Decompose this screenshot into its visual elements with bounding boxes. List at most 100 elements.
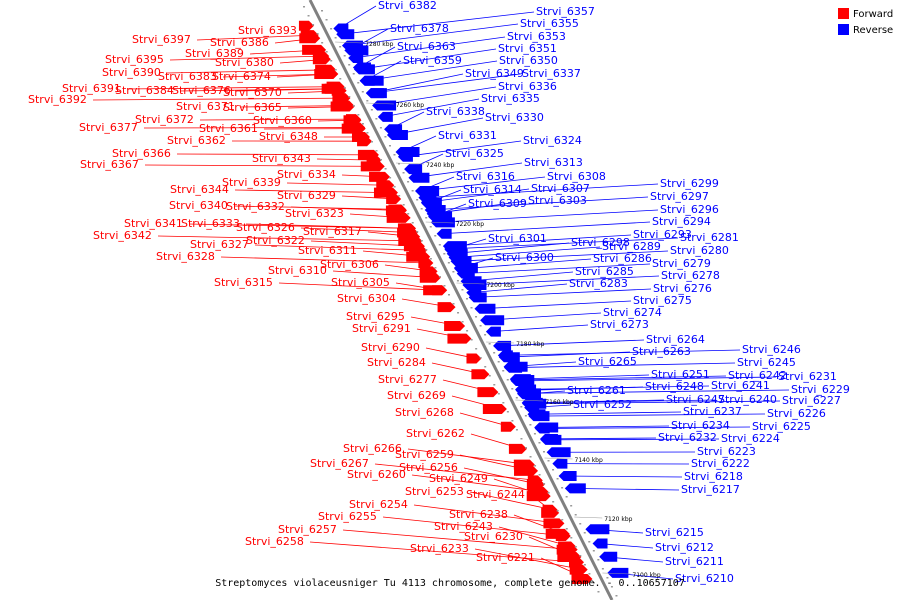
leader-line bbox=[569, 487, 680, 491]
scale-tick-label: 7200 kbp bbox=[486, 282, 514, 289]
reverse-gene-label: Strvi_6303 bbox=[528, 194, 587, 207]
reverse-gene-label: Strvi_6276 bbox=[653, 282, 712, 295]
leader-line bbox=[420, 176, 546, 192]
forward-gene-marker bbox=[419, 272, 441, 283]
leader-line bbox=[514, 374, 650, 380]
leader-line bbox=[144, 164, 380, 167]
leader-line bbox=[527, 400, 781, 405]
reverse-gene-marker bbox=[377, 111, 393, 122]
axis-dot bbox=[592, 582, 595, 584]
reverse-gene-label: Strvi_6335 bbox=[481, 92, 540, 105]
reverse-gene-label: Strvi_6226 bbox=[767, 407, 826, 420]
forward-gene-label: Strvi_6258 bbox=[245, 535, 304, 548]
axis-dot bbox=[570, 537, 573, 539]
axis-dot bbox=[479, 325, 482, 327]
reverse-gene-label: Strvi_6285 bbox=[575, 265, 634, 278]
reverse-gene-marker bbox=[365, 88, 387, 99]
axis-dot bbox=[533, 433, 536, 435]
forward-gene-label: Strvi_6397 bbox=[132, 33, 191, 46]
leader-line bbox=[539, 426, 751, 429]
axis-dot bbox=[334, 69, 337, 71]
forward-gene-label: Strvi_6348 bbox=[259, 130, 318, 143]
gene-features bbox=[298, 20, 629, 585]
leader-line bbox=[509, 362, 736, 369]
scale-tick-line bbox=[425, 221, 454, 224]
leader-line bbox=[353, 36, 506, 59]
forward-gene-label: Strvi_6221 bbox=[476, 551, 535, 564]
axis-dot bbox=[597, 591, 600, 593]
forward-gene-label: Strvi_6341 bbox=[124, 217, 183, 230]
axis-dot bbox=[343, 87, 346, 89]
forward-gene-label: Strvi_6254 bbox=[349, 498, 408, 511]
axis-dot bbox=[484, 366, 487, 368]
reverse-gene-label: Strvi_6355 bbox=[520, 17, 579, 30]
scale-tick-label: 7260 kbp bbox=[396, 102, 424, 109]
axis-dot bbox=[379, 127, 382, 129]
forward-gene-label: Strvi_6317 bbox=[303, 225, 362, 238]
forward-gene-label: Strvi_6259 bbox=[395, 448, 454, 461]
axis-dot bbox=[330, 60, 333, 62]
forward-gene-marker bbox=[526, 491, 551, 502]
reverse-gene-label: Strvi_6324 bbox=[523, 134, 582, 147]
axis-dot bbox=[588, 573, 591, 575]
axis-dot bbox=[515, 397, 518, 399]
scale-ticks: 7280 kbp 7260 kbp 7240 kbp 7220 kbp 7200 kbp… bbox=[303, 6, 661, 597]
leader-line bbox=[459, 258, 592, 270]
axis-dot bbox=[339, 46, 342, 48]
forward-gene-label: Strvi_6366 bbox=[112, 147, 171, 160]
reverse-gene-marker bbox=[592, 538, 608, 549]
leader-line bbox=[515, 376, 777, 382]
forward-gene-marker bbox=[447, 333, 472, 344]
leader-line bbox=[290, 206, 402, 211]
forward-gene-label: Strvi_6295 bbox=[346, 310, 405, 323]
scale-tick-line bbox=[602, 572, 631, 575]
axis-dot bbox=[361, 91, 364, 93]
axis-dot bbox=[502, 402, 505, 404]
axis-dot bbox=[420, 240, 423, 242]
axis-dot bbox=[429, 258, 432, 260]
reverse-gene-label: Strvi_6280 bbox=[670, 244, 729, 257]
axis-dot bbox=[402, 172, 405, 174]
leader-line bbox=[245, 223, 411, 229]
leader-line bbox=[377, 86, 497, 106]
axis-dot bbox=[416, 199, 419, 201]
leader-line bbox=[441, 221, 651, 235]
axis-dot bbox=[361, 123, 364, 125]
axis-dot bbox=[524, 415, 527, 417]
axis-dot bbox=[325, 51, 328, 53]
reverse-gene-label: Strvi_6308 bbox=[547, 170, 606, 183]
reverse-gene-marker bbox=[336, 29, 355, 40]
reverse-gene-marker bbox=[607, 567, 629, 578]
leader-line bbox=[425, 188, 530, 203]
forward-gene-marker bbox=[341, 123, 366, 134]
reverse-gene-marker bbox=[404, 164, 423, 175]
scale-tick-label: 7280 kbp bbox=[365, 41, 393, 48]
axis-dot bbox=[547, 460, 550, 462]
axis-dot bbox=[570, 505, 573, 507]
leader-line bbox=[451, 242, 570, 255]
axis-dot bbox=[357, 114, 360, 116]
leader-line bbox=[423, 183, 659, 199]
forward-gene-label: Strvi_6362 bbox=[167, 134, 226, 147]
forward-gene-label: Strvi_6256 bbox=[399, 461, 458, 474]
axis-dot bbox=[461, 289, 464, 291]
leader-line bbox=[490, 324, 589, 332]
leader-line bbox=[521, 389, 790, 394]
forward-gene-label: Strvi_6310 bbox=[268, 264, 327, 277]
reverse-gene-label: Strvi_6223 bbox=[697, 445, 756, 458]
axis-dot bbox=[393, 186, 396, 188]
axis-dot bbox=[520, 438, 523, 440]
scale-tick-line bbox=[335, 41, 364, 44]
legend-reverse: Reverse bbox=[838, 24, 893, 38]
reverse-gene-label: Strvi_6301 bbox=[488, 232, 547, 245]
axis-dot bbox=[384, 136, 387, 138]
reverse-gene-label: Strvi_6212 bbox=[655, 541, 714, 554]
reverse-gene-marker bbox=[497, 350, 513, 361]
axis-dot bbox=[475, 348, 478, 350]
reverse-gene-label: Strvi_6227 bbox=[782, 394, 841, 407]
axis-dot bbox=[352, 73, 355, 75]
axis-dot bbox=[511, 420, 514, 422]
legend-forward-label: Forward bbox=[853, 9, 894, 20]
forward-gene-label: Strvi_6392 bbox=[28, 93, 87, 106]
scale-tick-label: 7160 kbp bbox=[545, 399, 573, 406]
